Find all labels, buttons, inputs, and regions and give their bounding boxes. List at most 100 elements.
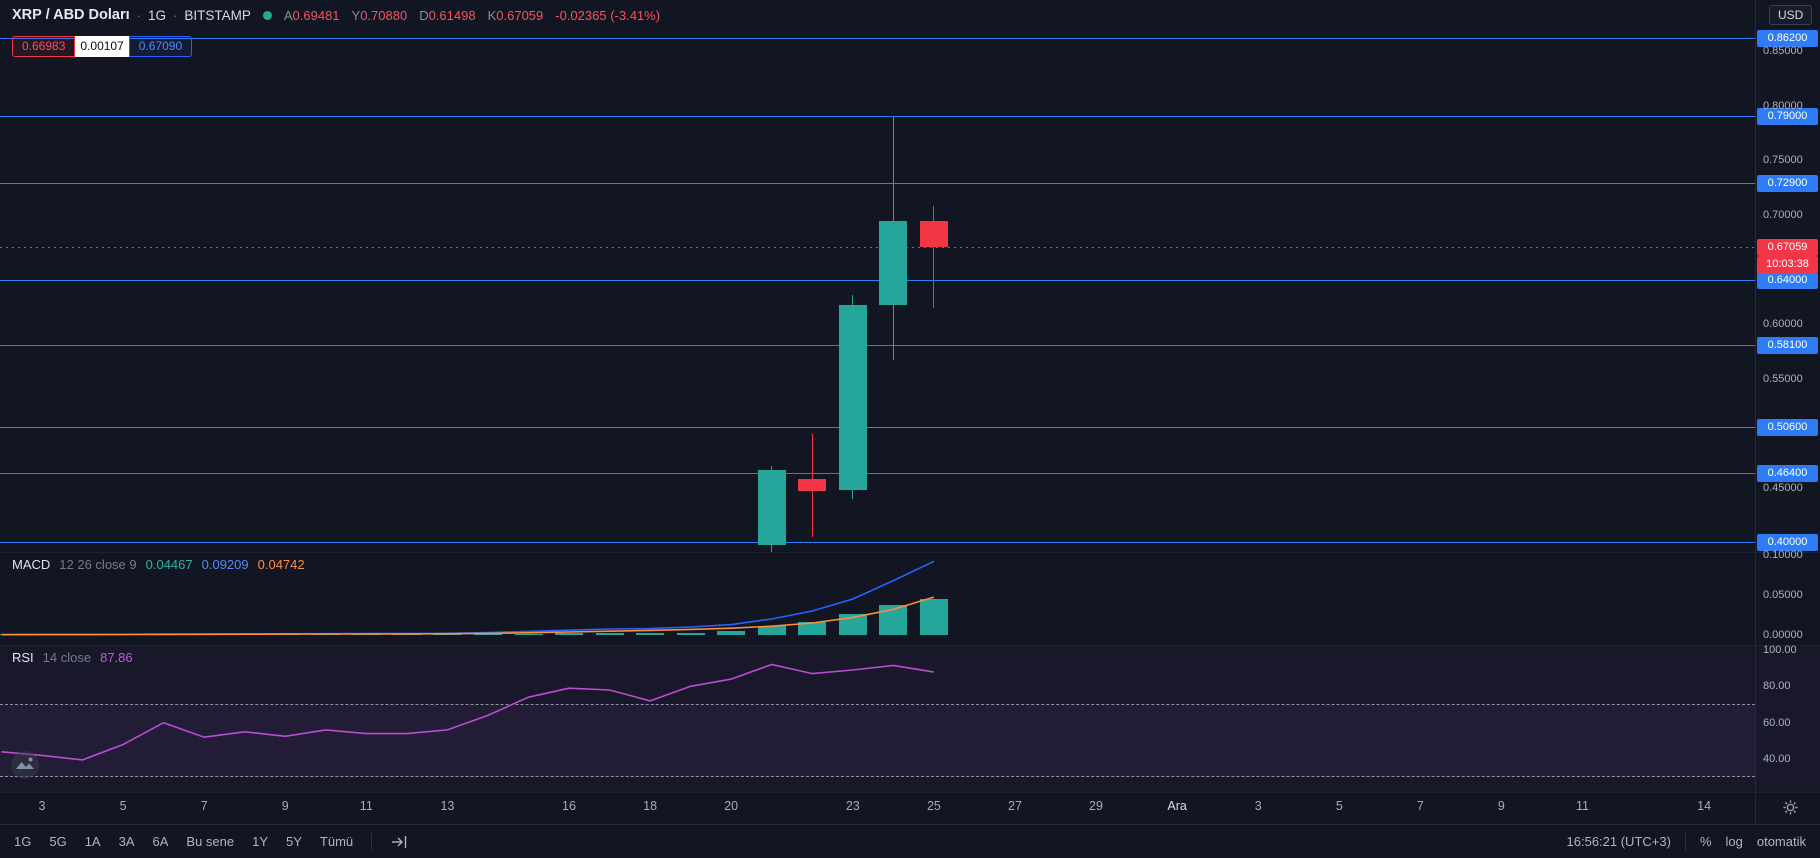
rsi-axis-tick: 80.00: [1763, 680, 1791, 693]
time-axis-label: 7: [1416, 799, 1424, 813]
macd-histogram-bar: [757, 626, 786, 635]
last-price-line: [0, 246, 1755, 248]
price-pane: [0, 37, 1755, 552]
alert-level-line[interactable]: [0, 472, 1755, 474]
time-axis-label: 5: [1335, 799, 1343, 813]
range-1g-button[interactable]: 1G: [14, 834, 32, 849]
ohlc-close-key: K: [487, 7, 497, 23]
macd-histogram-bar: [919, 599, 948, 635]
macd-histogram-bar: [595, 632, 624, 635]
range-all-button[interactable]: Tümü: [319, 834, 354, 849]
time-axis-label: 14: [1697, 799, 1712, 813]
rsi-line: [1, 663, 935, 761]
alert-level-line[interactable]: [0, 426, 1755, 428]
ohlc-high-key: Y: [351, 7, 361, 23]
ohlc-high: Y0.70880: [352, 8, 413, 23]
candle-body: [798, 478, 827, 491]
time-axis-label: Ara: [1167, 799, 1187, 813]
range-5g-button[interactable]: 5G: [49, 834, 67, 849]
alert-level-line[interactable]: [0, 344, 1755, 346]
time-axis-label: 25: [926, 799, 941, 813]
auto-scale-button[interactable]: otomatik: [1756, 834, 1806, 849]
alert-level-line[interactable]: [0, 182, 1755, 184]
price-axis-tick: 0.75000: [1763, 154, 1803, 167]
range-3a-button[interactable]: 3A: [118, 834, 135, 849]
rsi-axis-tick: 40.00: [1763, 753, 1791, 765]
price-axis-tick: 0.70000: [1763, 209, 1803, 222]
macd-histogram-bar: [555, 633, 583, 635]
candle-body: [879, 220, 908, 305]
settings-gear-icon[interactable]: [1782, 799, 1799, 816]
candle-body: [919, 220, 948, 248]
sell-button[interactable]: 0.66983: [12, 36, 76, 57]
ohlc-close-value: 0.67059: [496, 7, 544, 23]
rsi-value: 87.86: [100, 650, 133, 665]
range-1a-button[interactable]: 1A: [84, 834, 101, 849]
tradingview-logo-watermark[interactable]: [10, 750, 40, 780]
ohlc-low-key: D: [419, 7, 429, 23]
scale-settings-group: 16:56:21 (UTC+3) % log otomatik: [1566, 832, 1806, 851]
alert-level-line[interactable]: [0, 542, 1755, 544]
macd-histogram-bar: [676, 632, 705, 635]
alert-level-price-label: 0.86200: [1757, 29, 1818, 47]
currency-unit-button[interactable]: USD: [1769, 5, 1813, 25]
macd-signal-line: [1, 596, 935, 636]
range-5y-button[interactable]: 5Y: [286, 834, 302, 849]
rsi-params: 14 close: [42, 650, 92, 665]
time-axis-label: 9: [281, 799, 289, 813]
macd-histogram-bar: [473, 634, 502, 635]
ohlc-close: K0.67059: [488, 8, 549, 23]
macd-lines-svg: [1, 560, 935, 636]
alert-level-price-label: 0.79000: [1757, 108, 1818, 126]
macd-histogram-bar: [636, 633, 665, 635]
logo-dot: [28, 757, 33, 762]
range-1y-button[interactable]: 1Y: [252, 834, 269, 849]
log-scale-button[interactable]: log: [1725, 834, 1743, 849]
interval-value[interactable]: 1G: [147, 7, 166, 23]
macd-hist-value: 0.04467: [145, 557, 193, 572]
rsi-lower-band-line: [0, 776, 1755, 778]
range-ytd-button[interactable]: Bu sene: [186, 834, 235, 849]
candle-body: [838, 304, 867, 491]
macd-histogram-bar: [798, 622, 827, 635]
alert-level-price-label: 0.40000: [1757, 534, 1818, 552]
rsi-title[interactable]: RSI: [12, 650, 34, 665]
time-axis-label: 7: [200, 799, 208, 813]
time-axis-label: 23: [845, 799, 860, 813]
time-axis[interactable]: 3 5 7 9 11 13 16 18 20 23 25 27 29 Ara 3 5 7 9 11 14: [0, 792, 1820, 824]
macd-line-value: 0.09209: [201, 557, 249, 572]
time-axis-label: 11: [359, 799, 373, 813]
bottom-toolbar: 1G 5G 1A 3A 6A Bu sene 1Y 5Y Tümü 16:56:…: [0, 824, 1820, 858]
macd-legend: MACD 12 26 close 9 0.04467 0.09209 0.047…: [12, 557, 305, 572]
alert-level-line[interactable]: [0, 37, 1755, 39]
price-axis-tick: 0.60000: [1763, 318, 1803, 331]
macd-pane: [0, 552, 1820, 645]
price-axis-tick: 0.85000: [1763, 45, 1803, 58]
price-axis[interactable]: USD 0.86200 0.79000 0.72900 0.64000 0.58100 0…: [1755, 0, 1820, 824]
rsi-legend: RSI 14 close 87.86: [12, 650, 133, 665]
go-to-date-icon[interactable]: [390, 834, 410, 850]
toolbar-divider: [1684, 832, 1686, 851]
macd-title[interactable]: MACD: [12, 557, 51, 572]
pane-separator[interactable]: [0, 645, 1820, 646]
alert-level-line[interactable]: [0, 116, 1755, 118]
exchange-name[interactable]: BITSTAMP: [184, 7, 251, 23]
last-price-label: 0.67059: [1757, 238, 1818, 256]
macd-histogram-bar: [838, 614, 867, 635]
range-6a-button[interactable]: 6A: [152, 834, 169, 849]
pane-separator[interactable]: [0, 552, 1820, 553]
date-range-group: 1G 5G 1A 3A 6A Bu sene 1Y 5Y Tümü: [14, 832, 410, 851]
buy-button[interactable]: 0.67090: [128, 36, 193, 57]
alert-level-price-label: 0.50600: [1757, 418, 1818, 436]
logo-circle: [11, 751, 39, 779]
symbol-name[interactable]: XRP / ABD Doları: [12, 7, 130, 23]
alert-level-line[interactable]: [0, 280, 1755, 282]
ohlc-open: A0.69481: [284, 8, 345, 23]
ohlc-high-value: 0.70880: [360, 7, 408, 23]
percent-scale-button[interactable]: %: [1699, 834, 1712, 849]
time-axis-label: 13: [440, 799, 455, 813]
candle-wick: [933, 205, 935, 308]
session-clock[interactable]: 16:56:21 (UTC+3): [1566, 834, 1671, 849]
time-axis-label: 3: [1254, 799, 1262, 813]
